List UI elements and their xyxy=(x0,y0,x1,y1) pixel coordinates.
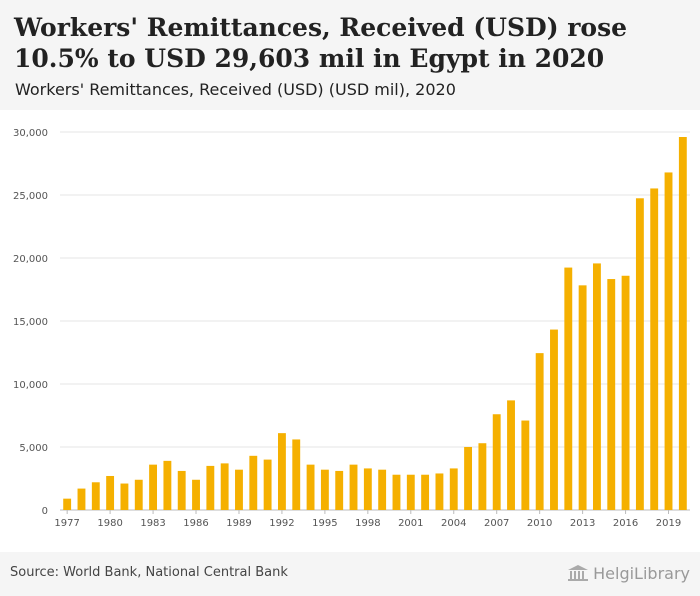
bar-1990[interactable] xyxy=(249,455,258,510)
bar-1989[interactable] xyxy=(235,469,243,510)
bar-2007[interactable] xyxy=(492,414,501,510)
bar-2003[interactable] xyxy=(435,473,444,510)
y-axis-ticks: 0 5,000 10,000 15,000 20,000 25,000 30,000 xyxy=(13,128,48,517)
bar-1984[interactable] xyxy=(163,460,172,510)
x-tick-label: 1986 xyxy=(183,518,208,529)
bar-1979[interactable] xyxy=(91,482,100,510)
brand-logo[interactable]: HelgiLibrary xyxy=(567,562,690,584)
y-tick-label: 0 xyxy=(42,506,48,517)
bar-2011[interactable] xyxy=(550,329,558,510)
bar-1985[interactable] xyxy=(177,470,186,510)
x-tick-label: 2016 xyxy=(613,518,638,529)
bar-2002[interactable] xyxy=(421,474,430,510)
bar-2020[interactable] xyxy=(678,137,687,510)
bar-2013[interactable] xyxy=(578,285,587,510)
bar-1980[interactable] xyxy=(106,475,115,510)
x-tick-label: 2019 xyxy=(656,518,681,529)
x-tick-label: 2007 xyxy=(484,518,509,529)
x-tick-label: 1980 xyxy=(97,518,122,529)
x-tick-label: 1992 xyxy=(269,518,294,529)
library-building-icon xyxy=(568,565,589,581)
x-tick-label: 1977 xyxy=(54,518,79,529)
bar-1982[interactable] xyxy=(134,479,143,510)
bar-1987[interactable] xyxy=(206,465,215,510)
y-tick-label: 10,000 xyxy=(13,380,48,391)
bar-2012[interactable] xyxy=(564,267,573,510)
header-panel xyxy=(0,0,700,110)
bar-1986[interactable] xyxy=(192,479,200,510)
bar-1999[interactable] xyxy=(378,469,387,510)
x-tick-label: 2010 xyxy=(527,518,552,529)
x-tick-label: 2001 xyxy=(398,518,423,529)
bar-2014[interactable] xyxy=(592,263,601,510)
bar-1991[interactable] xyxy=(263,459,272,510)
bar-2009[interactable] xyxy=(521,420,530,510)
x-tick-label: 1998 xyxy=(355,518,380,529)
bar-2001[interactable] xyxy=(406,474,415,510)
bar-2000[interactable] xyxy=(392,474,401,510)
brand-name: HelgiLibrary xyxy=(593,563,690,583)
bar-1998[interactable] xyxy=(363,468,372,510)
bar-2008[interactable] xyxy=(507,400,515,510)
y-tick-label: 25,000 xyxy=(13,191,48,202)
bar-2017[interactable] xyxy=(635,198,644,510)
bar-1981[interactable] xyxy=(120,483,129,510)
y-tick-label: 30,000 xyxy=(13,128,48,139)
x-tick-label: 2004 xyxy=(441,518,466,529)
bar-chart: 0 5,000 10,000 15,000 20,000 25,000 30,000 197… xyxy=(13,128,690,529)
bars xyxy=(63,137,687,511)
source-text: Source: World Bank, National Central Ban… xyxy=(10,565,288,580)
bar-2015[interactable] xyxy=(607,279,616,510)
bar-1983[interactable] xyxy=(149,464,158,510)
bar-1978[interactable] xyxy=(77,488,86,510)
chart-subtitle: Workers' Remittances, Received (USD) (US… xyxy=(15,80,456,99)
bar-2019[interactable] xyxy=(664,172,673,511)
bar-2018[interactable] xyxy=(650,188,659,510)
bar-1994[interactable] xyxy=(306,464,315,510)
bar-2005[interactable] xyxy=(464,447,473,510)
y-tick-label: 15,000 xyxy=(13,317,48,328)
bar-1992[interactable] xyxy=(277,433,286,510)
x-tick-label: 2013 xyxy=(570,518,595,529)
y-tick-label: 20,000 xyxy=(13,254,48,265)
bar-1977[interactable] xyxy=(63,498,72,510)
x-tick-label: 1989 xyxy=(226,518,251,529)
x-tick-label: 1995 xyxy=(312,518,337,529)
chart-title: Workers' Remittances, Received (USD) ros… xyxy=(14,13,628,73)
bar-1988[interactable] xyxy=(220,463,229,510)
bar-1993[interactable] xyxy=(292,439,301,510)
bar-2010[interactable] xyxy=(535,353,544,510)
bar-2004[interactable] xyxy=(449,468,458,510)
bar-1996[interactable] xyxy=(335,470,344,510)
y-tick-label: 5,000 xyxy=(19,443,48,454)
x-tick-label: 1983 xyxy=(140,518,165,529)
x-axis-ticks: 1977 1980 1983 1986 1989 1992 1995 1998 2001 2004… xyxy=(54,510,681,529)
bar-2006[interactable] xyxy=(478,443,487,510)
bar-2016[interactable] xyxy=(621,275,630,510)
bar-1997[interactable] xyxy=(349,464,358,510)
bar-1995[interactable] xyxy=(320,469,329,510)
